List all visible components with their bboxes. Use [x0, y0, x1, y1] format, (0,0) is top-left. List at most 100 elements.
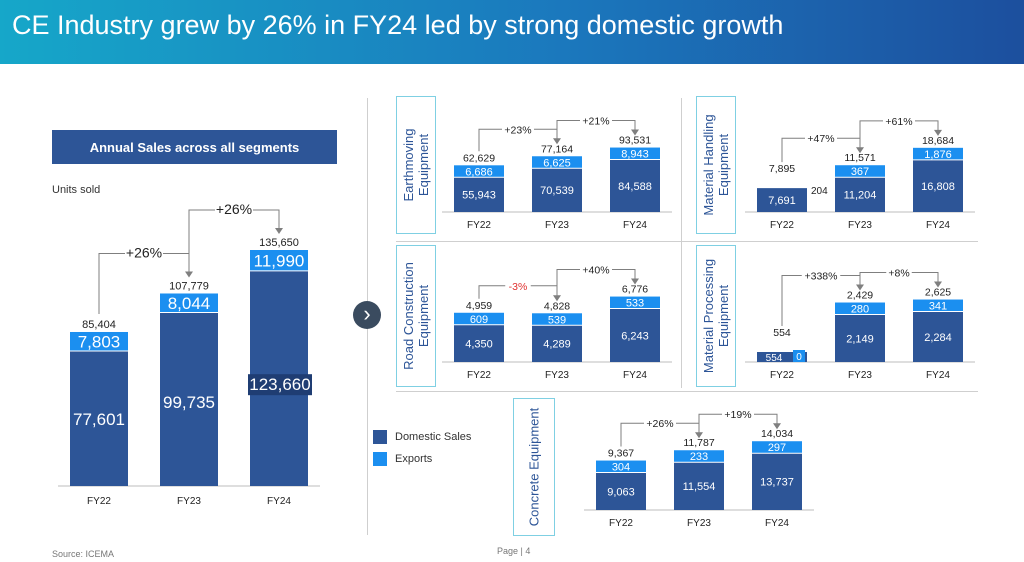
road_construction-label-exports-FY23: 539	[548, 314, 566, 326]
earthmoving-label-domestic-FY23: 70,539	[540, 185, 574, 197]
total-xtick-FY23: FY23	[177, 496, 201, 507]
material_handling-label-total-FY24: 18,684	[922, 135, 954, 147]
total-bar-domestic-FY23	[160, 312, 218, 486]
page-title: CE Industry grew by 26% in FY24 led by s…	[12, 10, 784, 40]
legend-exports-label: Exports	[395, 453, 433, 465]
legend-domestic-label: Domestic Sales	[395, 431, 472, 443]
concrete-label-domestic-FY24: 13,737	[760, 477, 794, 489]
earthmoving-bar-exports-FY23	[532, 156, 582, 169]
material_processing-label-domestic-FY24: 2,284	[924, 332, 952, 344]
road_construction-xtick-FY23: FY23	[545, 370, 569, 381]
total-growth-label-bg-1	[125, 245, 163, 262]
total-label-exports-FY24: 11,990	[254, 251, 305, 270]
material_handling-growth-arrow-2	[934, 129, 942, 136]
material_handling-label-exports-FY22: 204	[811, 186, 828, 197]
concrete-label-total-FY22: 9,367	[608, 448, 634, 460]
total-growth-arrow-2	[275, 228, 283, 234]
material_handling-label-exports-FY23: 367	[851, 166, 869, 178]
earthmoving-bar-domestic-FY23	[532, 168, 582, 212]
total-growth-label-2: +26%	[216, 201, 252, 217]
earthmoving-bar-domestic-FY24	[610, 159, 660, 212]
concrete-growth-arrow-2	[773, 423, 781, 430]
material_processing-growth-label-bg-1	[801, 267, 841, 284]
road_construction-growth-label-bg-1	[505, 277, 531, 294]
total-bar-domestic-FY22	[70, 350, 128, 486]
road_construction-label-total-FY22: 4,959	[466, 300, 492, 312]
earthmoving-label-exports-FY22: 6,686	[465, 166, 493, 178]
concrete-xtick-FY22: FY22	[609, 518, 633, 529]
material_processing-label-exports-FY23: 280	[851, 304, 869, 316]
divider-middle	[681, 98, 682, 388]
road_construction-growth-label-2: +40%	[582, 265, 609, 277]
road_construction-growth-label-bg-2	[580, 261, 612, 278]
earthmoving-growth-arrow-2	[631, 129, 639, 136]
road_construction-label-total-FY23: 4,828	[544, 300, 570, 312]
concrete-xtick-FY23: FY23	[687, 518, 711, 529]
road_construction-xtick-FY24: FY24	[623, 370, 647, 381]
legend-domestic: Domestic Sales	[373, 430, 471, 444]
material_handling-xtick-FY23: FY23	[848, 220, 872, 231]
earthmoving-label-exports-FY24: 8,943	[621, 149, 649, 161]
total-label-total-FY23: 107,779	[169, 280, 209, 292]
concrete-bar-domestic-FY24	[752, 453, 802, 510]
earthmoving-label-domestic-FY24: 84,588	[618, 181, 652, 193]
concrete-label-total-FY24: 14,034	[761, 428, 793, 440]
road_construction-growth-label-1: -3%	[509, 281, 528, 293]
material_processing-label-total-FY24: 2,625	[925, 287, 951, 299]
material_processing-growth-label-bg-2	[886, 264, 912, 281]
earthmoving-bar-domestic-FY22	[454, 177, 504, 212]
page-number: Page | 4	[497, 546, 531, 556]
earthmoving-label-domestic-FY22: 55,943	[462, 190, 496, 202]
total-growth-label-bg-2	[215, 202, 253, 218]
next-arrow-button[interactable]: ›	[353, 301, 381, 329]
concrete-growth-label-1: +26%	[646, 418, 673, 430]
concrete-label-domestic-FY22: 9,063	[607, 486, 635, 498]
road_construction-label-total-FY24: 6,776	[622, 284, 648, 296]
total-label-exports-FY23: 8,044	[168, 294, 211, 313]
earthmoving-xtick-FY24: FY24	[623, 220, 647, 231]
material_processing-bar-exports-FY24	[913, 299, 963, 312]
material_processing-xtick-FY23: FY23	[848, 370, 872, 381]
earthmoving-label-exports-FY23: 6,625	[543, 157, 571, 169]
material_processing-label-total-FY23: 2,429	[847, 290, 873, 302]
material_handling-label-total-FY23: 11,571	[844, 152, 875, 164]
material_handling-growth-label-bg-1	[805, 130, 837, 147]
legend-domestic-swatch	[373, 430, 387, 444]
road_construction-bar-exports-FY24	[610, 296, 660, 309]
concrete-growth-label-bg-2	[722, 406, 754, 423]
material_handling-label-domestic-FY24: 16,808	[921, 181, 955, 193]
road_construction-xtick-FY22: FY22	[467, 370, 491, 381]
material_processing-xtick-FY24: FY24	[926, 370, 950, 381]
earthmoving-label-total-FY24: 93,531	[619, 135, 651, 147]
material_processing-growth-arrow-2	[934, 281, 942, 288]
material_handling-label-domestic-FY22: 7,691	[768, 195, 796, 207]
material_handling-xtick-FY24: FY24	[926, 220, 950, 231]
material_handling-bar-exports-FY23	[835, 165, 885, 178]
source-note: Source: ICEMA	[52, 549, 115, 559]
material_processing-bar-domestic-FY23	[835, 314, 885, 362]
material-processing-label-box: Material Processing Equipment	[696, 245, 736, 387]
material_processing-label-domestic-FY22: 554	[766, 353, 783, 364]
road_construction-label-exports-FY24: 533	[626, 298, 644, 310]
material_processing-growth-label-2: +8%	[888, 268, 909, 280]
road_construction-growth-arrow-2	[631, 278, 639, 285]
total-label-total-FY24: 135,650	[259, 237, 299, 249]
material_processing-label-domestic-FY23: 2,149	[846, 333, 874, 345]
earthmoving-growth-label-bg-2	[580, 112, 612, 129]
concrete-bar-exports-FY23	[674, 450, 724, 463]
concrete-growth-label-2: +19%	[724, 409, 751, 421]
material_processing-bar-exports-FY22	[793, 350, 805, 362]
road_construction-bar-exports-FY22	[454, 312, 504, 325]
total-label-exports-FY22: 7,803	[78, 332, 121, 351]
concrete-label-box: Concrete Equipment	[513, 398, 555, 536]
total-label-domestic-FY24: 123,660	[249, 375, 310, 394]
total-label-bg-FY24	[248, 374, 312, 396]
total-label-domestic-FY22: 77,601	[73, 410, 125, 429]
road_construction-label-domestic-FY22: 4,350	[465, 338, 493, 350]
material_handling-bar-domestic-FY22	[757, 188, 807, 212]
concrete-growth-label-bg-1	[644, 415, 676, 432]
concrete-label-total-FY23: 11,787	[683, 437, 714, 449]
material_handling-growth-label-bg-2	[883, 112, 915, 129]
concrete-bar-exports-FY24	[752, 441, 802, 454]
material_handling-growth-label-2: +61%	[885, 116, 912, 128]
